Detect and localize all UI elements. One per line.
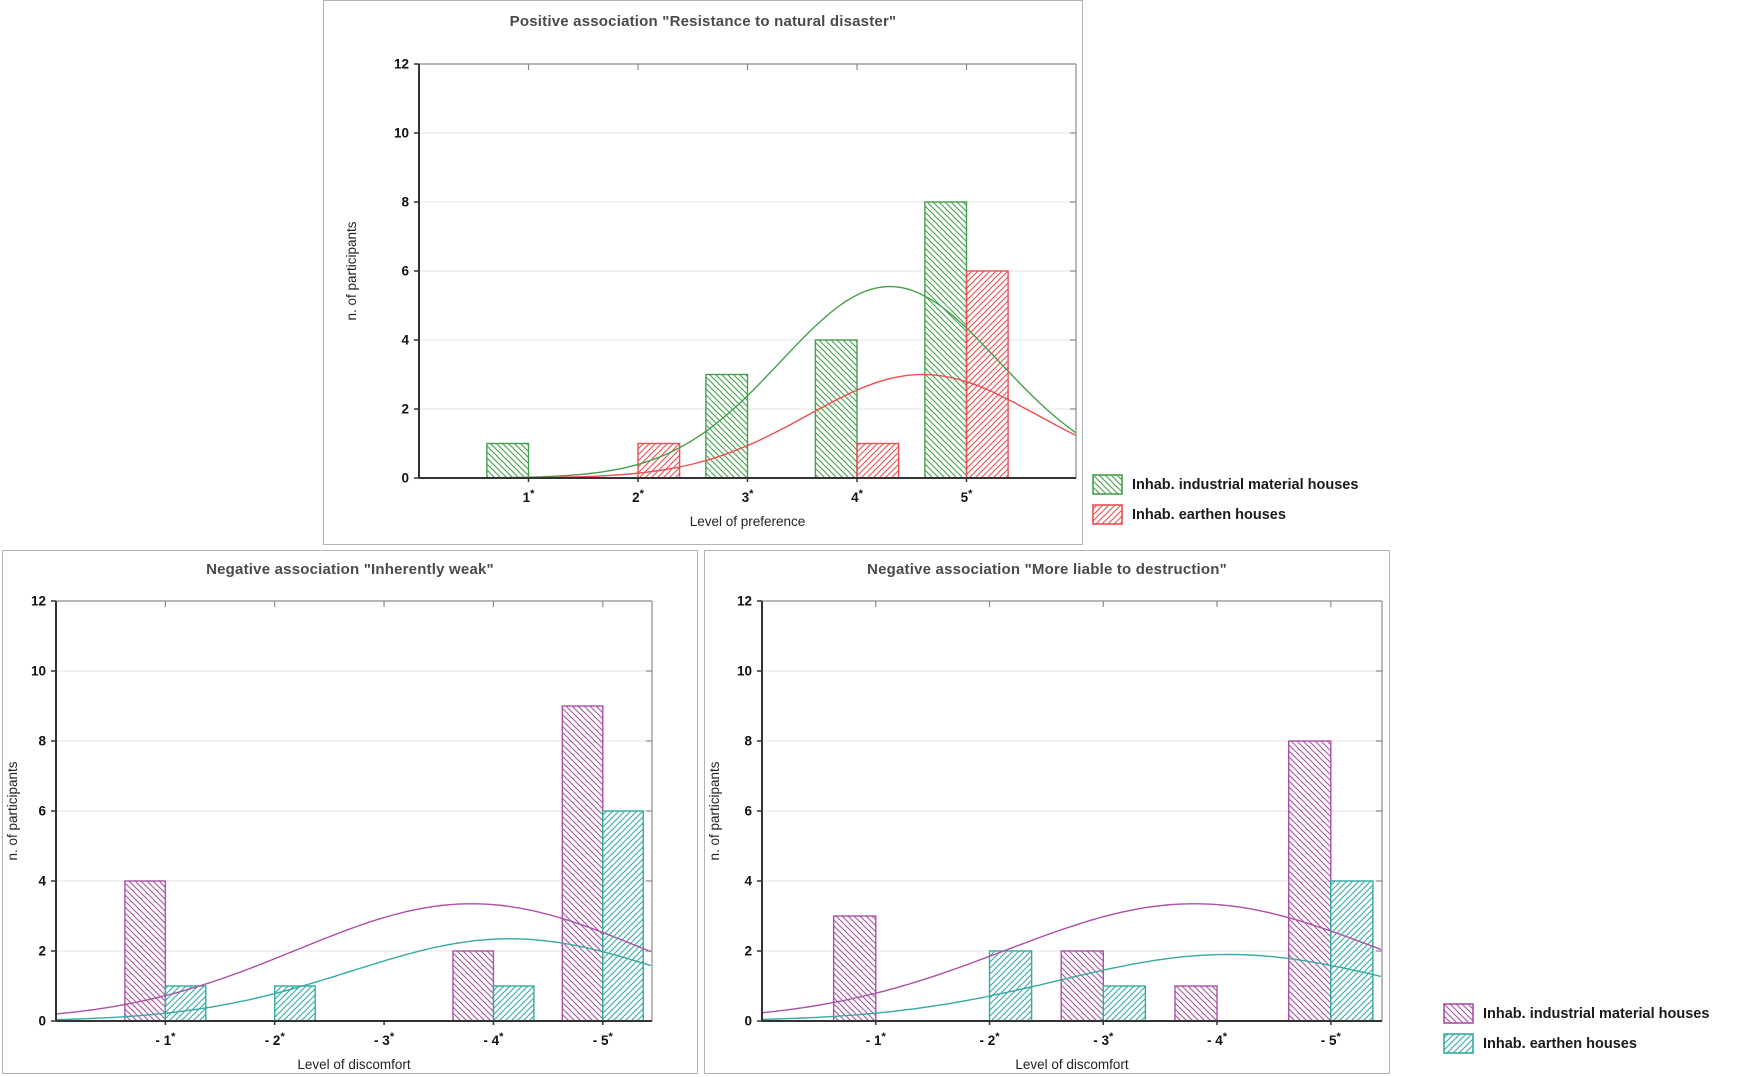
plot-area: 0 2 4 6 8 10 12 1* 2* 3* 4* 5* Level of preference n.…: [344, 57, 1077, 529]
x-axis-title: Level of discomfort: [1015, 1057, 1129, 1072]
bars-series-1: [988, 880, 1374, 1022]
fit-curve-1: [55, 938, 652, 1021]
plot-area: 0 2 4 6 8 10 12 - 1* - 2* - 3* - 4* - 5* Level of di…: [5, 594, 653, 1072]
svg-text:8: 8: [744, 734, 752, 749]
svg-text:4: 4: [744, 874, 752, 889]
hatch-swatch-icon: [1443, 1033, 1474, 1054]
legend-label: Inhab. industrial material houses: [1483, 1005, 1710, 1022]
legend-item: Inhab. industrial material houses: [1443, 1003, 1709, 1024]
fit-curve-0: [761, 903, 1382, 1014]
legend-item: Inhab. industrial material houses: [1092, 474, 1358, 495]
tick-marks: [414, 63, 1076, 482]
svg-text:8: 8: [401, 195, 409, 210]
legend-label: Inhab. earthen houses: [1483, 1035, 1637, 1052]
svg-text:- 3*: - 3*: [1093, 1031, 1114, 1048]
y-axis-title: n. of participants: [707, 761, 722, 860]
svg-text:5*: 5*: [961, 488, 974, 505]
bars-series-1: [637, 270, 1009, 479]
svg-text:0: 0: [38, 1014, 46, 1029]
svg-text:- 5*: - 5*: [593, 1031, 614, 1048]
chart-title: Negative association "Inherently weak": [206, 561, 494, 578]
tick-marks: [757, 600, 1382, 1025]
legend-label: Inhab. industrial material houses: [1132, 476, 1359, 493]
svg-text:6: 6: [38, 804, 46, 819]
svg-text:4*: 4*: [851, 488, 864, 505]
legend-item: Inhab. earthen houses: [1092, 504, 1358, 525]
legend-label: Inhab. earthen houses: [1132, 506, 1286, 523]
y-axis-title: n. of participants: [344, 221, 359, 320]
legend-item: Inhab. earthen houses: [1443, 1033, 1709, 1054]
tick-marks: [51, 600, 652, 1025]
svg-text:12: 12: [31, 594, 46, 609]
fit-curve-0: [55, 903, 652, 1015]
svg-text:3*: 3*: [742, 488, 755, 505]
svg-text:- 2*: - 2*: [979, 1031, 1000, 1048]
svg-text:2: 2: [38, 944, 46, 959]
svg-text:4: 4: [401, 333, 409, 348]
svg-text:0: 0: [744, 1014, 752, 1029]
svg-text:1*: 1*: [523, 488, 536, 505]
svg-text:8: 8: [38, 734, 46, 749]
bars-series-0: [124, 705, 604, 1022]
bars-series-1: [164, 810, 644, 1022]
chart-panel-positive-association: Positive association "Resistance to natu…: [323, 0, 1083, 545]
svg-text:6: 6: [401, 264, 409, 279]
chart-title: Negative association "More liable to des…: [867, 561, 1227, 578]
hatch-swatch-icon: [1092, 474, 1123, 495]
x-axis-title: Level of discomfort: [297, 1057, 411, 1072]
svg-text:0: 0: [401, 471, 409, 486]
bars-series-0: [832, 740, 1332, 1022]
plot-area: 0 2 4 6 8 10 12 - 1* - 2* - 3* - 4* - 5* Level of di…: [707, 594, 1383, 1072]
svg-text:6: 6: [744, 804, 752, 819]
svg-text:- 4*: - 4*: [1207, 1031, 1228, 1048]
chart-panel-liable-to-destruction: Negative association "More liable to des…: [704, 550, 1390, 1074]
svg-text:2*: 2*: [632, 488, 645, 505]
svg-text:10: 10: [31, 664, 46, 679]
svg-text:- 4*: - 4*: [483, 1031, 504, 1048]
svg-text:4: 4: [38, 874, 46, 889]
svg-text:2: 2: [744, 944, 752, 959]
svg-text:- 1*: - 1*: [155, 1031, 176, 1048]
y-axis-title: n. of participants: [5, 761, 20, 860]
bars-series-0: [486, 201, 968, 479]
chart-title: Positive association "Resistance to natu…: [509, 13, 897, 30]
svg-text:10: 10: [737, 664, 752, 679]
svg-text:- 5*: - 5*: [1321, 1031, 1342, 1048]
svg-text:- 1*: - 1*: [866, 1031, 887, 1048]
svg-text:- 2*: - 2*: [265, 1031, 286, 1048]
chart-panel-inherently-weak: Negative association "Inherently weak" 0…: [2, 550, 698, 1074]
legend-top-chart: Inhab. industrial material houses Inhab.…: [1092, 474, 1358, 525]
legend-bottom-charts: Inhab. industrial material houses Inhab.…: [1443, 1003, 1709, 1054]
tick-labels: 0 2 4 6 8 10 12 - 1* - 2* - 3* - 4* - 5*: [31, 594, 614, 1049]
fit-curve-1: [761, 953, 1382, 1021]
svg-text:12: 12: [737, 594, 752, 609]
svg-text:2: 2: [401, 402, 409, 417]
tick-labels: 0 2 4 6 8 10 12 1* 2* 3* 4* 5*: [394, 57, 973, 506]
x-axis-title: Level of preference: [690, 514, 806, 529]
svg-text:- 3*: - 3*: [374, 1031, 395, 1048]
svg-text:12: 12: [394, 57, 409, 72]
svg-text:10: 10: [394, 126, 409, 141]
hatch-swatch-icon: [1443, 1003, 1474, 1024]
tick-labels: 0 2 4 6 8 10 12 - 1* - 2* - 3* - 4* - 5*: [737, 594, 1342, 1049]
hatch-swatch-icon: [1092, 504, 1123, 525]
